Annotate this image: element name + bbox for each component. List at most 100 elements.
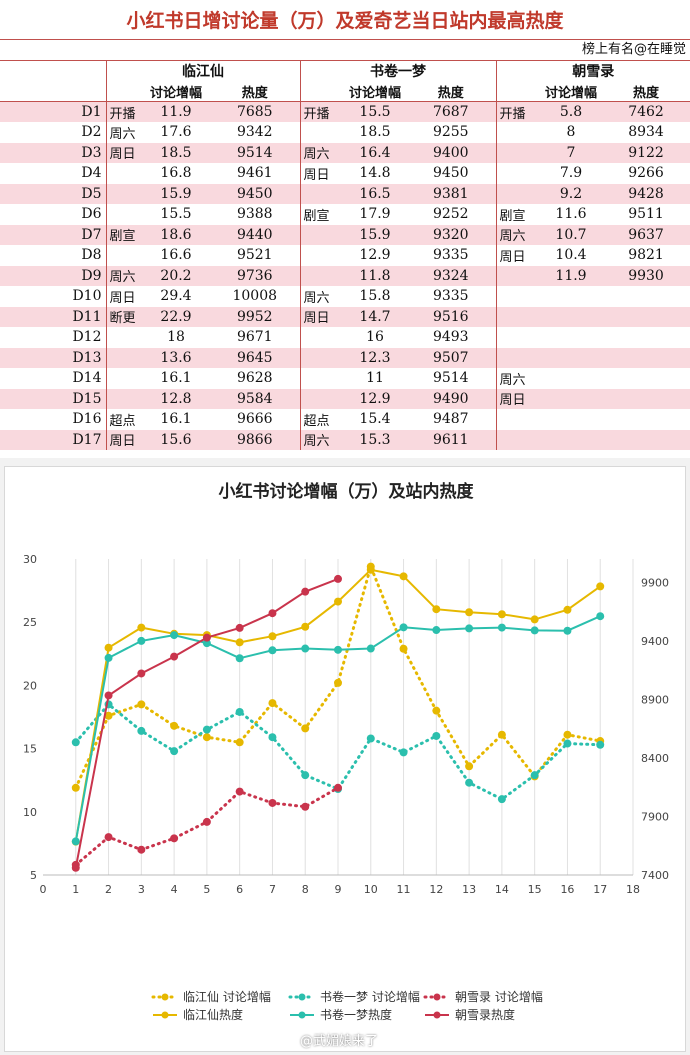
data-point [268,699,277,708]
data-point [268,646,277,655]
data-point [235,787,244,796]
heat-cell: 9511 [602,204,690,225]
table-row: D14 16.1 9628 11 9514 周六 [0,368,690,389]
discuss-cell: 15.5 [142,204,210,225]
discuss-cell: 10.7 [540,224,603,245]
note-cell [496,142,541,163]
table-row: D1 开播 11.9 7685 开播 15.5 7687 开播 5.8 7462 [0,101,690,122]
data-point [596,582,605,591]
note-cell [496,163,541,184]
x-tick-label: 15 [528,883,542,896]
discuss-cell: 16.8 [142,163,210,184]
table-row: D11 断更 22.9 9952 周日 14.7 9516 [0,306,690,327]
legend-marker [298,1011,306,1019]
note-cell: 超点 [105,409,142,430]
heat-cell: 8934 [602,122,690,143]
legend-label: 书卷一梦热度 [320,1007,392,1022]
data-point [366,644,375,653]
drama-name: 临江仙 [105,60,301,81]
discuss-cell: 11 [344,368,407,389]
heat-cell: 9507 [406,347,497,368]
discuss-cell: 14.7 [344,306,407,327]
data-point [202,639,211,648]
col-discuss-header: 讨论增幅 [344,81,407,102]
data-point [563,605,572,614]
discuss-cell: 11.9 [142,101,210,122]
x-tick-label: 14 [495,883,509,896]
corner-cell [0,60,106,81]
heat-cell: 7462 [602,101,690,122]
data-point [563,730,572,739]
data-point [563,739,572,748]
heat-cell: 9584 [210,388,301,409]
discuss-cell: 18.6 [142,224,210,245]
data-point [71,783,80,792]
note-cell [105,347,142,368]
data-point [202,725,211,734]
data-point [170,652,179,661]
data-point [170,721,179,730]
heat-cell: 9461 [210,163,301,184]
legend-label: 临江仙热度 [183,1007,243,1022]
y-right-tick-label: 7900 [641,810,669,823]
discuss-cell [540,347,603,368]
note-cell [496,122,541,143]
heat-cell: 7687 [406,101,497,122]
data-point [596,740,605,749]
data-point [104,643,113,652]
data-point [202,733,211,742]
discuss-cell: 7.9 [540,163,603,184]
discuss-cell: 11.6 [540,204,603,225]
discuss-cell: 8 [540,122,603,143]
discuss-cell: 22.9 [142,306,210,327]
discuss-cell: 15.3 [344,429,407,450]
x-tick-label: 8 [302,883,309,896]
data-point [432,706,441,715]
table-row: D8 16.6 9521 12.9 9335 周日 10.4 9821 [0,245,690,266]
y-left-tick-label: 30 [23,553,37,566]
note-cell [300,122,345,143]
note-cell [105,163,142,184]
data-point [366,734,375,743]
data-point [334,645,342,654]
note-cell: 开播 [105,101,142,122]
note-cell: 周六 [300,142,345,163]
y-right-tick-label: 8900 [641,693,669,706]
heat-cell: 9440 [210,224,301,245]
drama-name: 书卷一梦 [300,60,497,81]
data-point [465,778,474,787]
table-title: 小红书日增讨论量（万）及爱奇艺当日站内最高热度 [0,0,690,40]
table-row: D12 18 9671 16 9493 [0,327,690,348]
table-row: D15 12.8 9584 12.9 9490 周日 [0,388,690,409]
data-point [432,626,441,635]
note-cell [496,306,541,327]
heat-cell: 9122 [602,142,690,163]
y-right-tick-label: 9900 [641,576,669,589]
data-point [137,623,146,632]
discuss-cell: 7 [540,142,603,163]
y-right-tick-label: 9400 [641,635,669,648]
note-cell [105,183,142,204]
discuss-cell: 18.5 [344,122,407,143]
note-cell: 周六 [496,368,541,389]
data-point [465,608,474,617]
x-tick-label: 18 [626,883,640,896]
heat-cell: 9450 [406,163,497,184]
legend-label: 书卷一梦 讨论增幅 [320,989,420,1004]
data-point [104,711,113,720]
chart-title: 小红书讨论增幅（万）及站内热度 [219,481,475,502]
table-source-credit: 榜上有名@在睡觉 [581,42,686,57]
heat-cell: 9493 [406,327,497,348]
table-row: D13 13.6 9645 12.3 9507 [0,347,690,368]
data-point [301,802,310,811]
x-tick-label: 2 [105,883,112,896]
note-cell [496,286,541,307]
heat-cell: 9400 [406,142,497,163]
note-cell [300,347,345,368]
note-cell [105,204,142,225]
col-heat-header: 热度 [406,81,497,102]
day-label: D6 [0,204,106,225]
day-label: D14 [0,368,106,389]
heat-cell: 9521 [210,245,301,266]
note-cell: 剧宣 [496,204,541,225]
